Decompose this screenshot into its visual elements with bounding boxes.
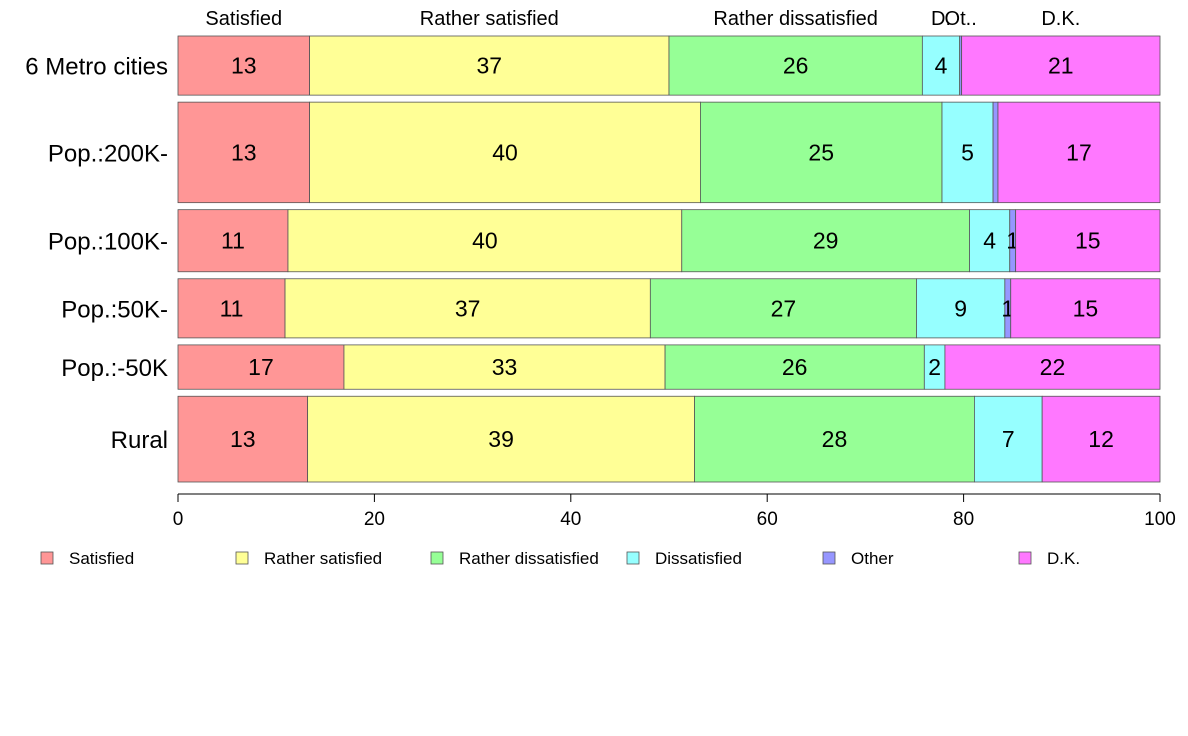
bar-pop-50k-d-k — [944, 344, 1161, 390]
legend-label-d-k: D.K. — [1047, 549, 1080, 568]
data-label-pop-100k-rather-satisfied: 40 — [472, 228, 498, 254]
legend-label-satisfied: Satisfied — [69, 549, 134, 568]
bar-pop-50k-dissatisfied — [916, 278, 1006, 339]
x-tick-label-20: 20 — [364, 509, 385, 530]
data-label-pop-50k-satisfied: 17 — [248, 354, 274, 380]
row-label-pop-200k: Pop.:200K- — [48, 140, 168, 167]
data-label-rural-rather-dissatisfied: 28 — [822, 426, 848, 452]
x-tick-label-40: 40 — [560, 509, 581, 530]
x-tick-label-0: 0 — [173, 509, 184, 530]
legend-label-rather-dissatisfied: Rather dissatisfied — [459, 549, 599, 568]
data-label-pop-200k-rather-dissatisfied: 25 — [808, 139, 834, 165]
bar-pop-100k-rather-satisfied — [287, 209, 683, 273]
bar-rural-satisfied — [177, 395, 309, 483]
x-tick-label-60: 60 — [757, 509, 778, 530]
data-label-6-metro-cities-rather-satisfied: 37 — [476, 53, 502, 79]
bar-pop-50k-rather-satisfied — [343, 344, 666, 390]
legend-label-rather-satisfied: Rather satisfied — [264, 549, 382, 568]
row-label-pop-100k: Pop.:100K- — [48, 229, 168, 256]
legend-swatch-dissatisfied — [626, 551, 640, 565]
data-label-6-metro-cities-dissatisfied: 4 — [935, 53, 948, 79]
x-axis: 0 20 40 60 80 100 — [173, 493, 1176, 530]
bar-pop-200k-satisfied — [177, 101, 310, 204]
data-label-rural-rather-satisfied: 39 — [488, 426, 514, 452]
bar-pop-200k-rather-dissatisfied — [700, 101, 943, 204]
legend-label-dissatisfied: Dissatisfied — [655, 549, 742, 568]
bar-pop-50k-rather-dissatisfied — [664, 344, 925, 390]
column-label-rather-dissatisfied: Rather dissatisfied — [713, 8, 878, 30]
row-label-pop-50k: Pop.:-50K — [61, 355, 168, 382]
row-label-rural: Rural — [111, 427, 168, 454]
data-label-pop-50k-rather-dissatisfied: 26 — [782, 354, 808, 380]
bar-rural-rather-satisfied — [307, 395, 695, 483]
bar-pop-100k-satisfied — [177, 209, 289, 273]
bar-6-metro-cities-rather-satisfied — [309, 35, 670, 96]
legend-swatch-satisfied — [40, 551, 54, 565]
row-label-6-metro-cities: 6 Metro cities — [25, 54, 168, 81]
data-label-pop-100k-satisfied: 11 — [221, 228, 245, 254]
data-label-pop-100k-dissatisfied: 4 — [983, 228, 996, 254]
data-label-pop-200k-d-k: 17 — [1066, 139, 1092, 165]
x-tick-label-100: 100 — [1144, 509, 1176, 530]
data-label-pop-100k-d-k: 15 — [1075, 228, 1101, 254]
data-label-pop-50k-d-k: 15 — [1073, 295, 1099, 321]
data-label-pop-200k-satisfied: 13 — [231, 139, 257, 165]
column-label-dissatisfied: D. — [931, 8, 951, 30]
column-label-d-k: D.K. — [1041, 8, 1080, 30]
column-label-other: Ot.. — [945, 8, 977, 30]
row-labels: 6 Metro cities Pop.:200K- Pop.:100K- Pop.:5… — [25, 54, 168, 455]
x-tick-label-80: 80 — [953, 509, 974, 530]
data-label-pop-200k-dissatisfied: 5 — [961, 139, 974, 165]
data-label-pop-200k-rather-satisfied: 40 — [492, 139, 518, 165]
bar-pop-50k-satisfied — [177, 344, 345, 390]
bar-pop-200k-d-k — [997, 101, 1161, 204]
legend-swatch-other — [822, 551, 836, 565]
data-label-pop-50k-dissatisfied: 2 — [928, 354, 941, 380]
data-label-pop-50k-rather-satisfied: 33 — [492, 354, 518, 380]
bar-rural-dissatisfied — [974, 395, 1043, 483]
bar-pop-50k-satisfied — [177, 278, 286, 339]
data-label-pop-50k-dissatisfied: 9 — [954, 295, 967, 321]
legend-label-other: Other — [851, 549, 894, 568]
bar-pop-100k-dissatisfied — [969, 209, 1011, 273]
column-labels: Satisfied Rather satisfied Rather dissatis… — [205, 8, 1080, 30]
data-label-rural-satisfied: 13 — [230, 426, 256, 452]
legend-swatch-rather-dissatisfied — [430, 551, 444, 565]
data-label-pop-50k-satisfied: 11 — [220, 295, 244, 321]
bar-pop-200k-other — [992, 101, 999, 204]
data-label-pop-50k-d-k: 22 — [1040, 354, 1066, 380]
legend-swatch-rather-satisfied — [235, 551, 249, 565]
data-label-6-metro-cities-d-k: 21 — [1048, 53, 1074, 79]
data-label-pop-50k-rather-satisfied: 37 — [455, 295, 481, 321]
bar-pop-100k-d-k — [1015, 209, 1161, 273]
legend-swatch-d-k — [1018, 551, 1032, 565]
bar-6-metro-cities-d-k — [961, 35, 1161, 96]
bar-rural-d-k — [1041, 395, 1161, 483]
bar-pop-50k-rather-dissatisfied — [649, 278, 917, 339]
bar-pop-200k-dissatisfied — [941, 101, 994, 204]
data-label-rural-d-k: 12 — [1088, 426, 1114, 452]
data-label-6-metro-cities-rather-dissatisfied: 26 — [783, 53, 809, 79]
bar-pop-50k-d-k — [1010, 278, 1161, 339]
data-label-6-metro-cities-satisfied: 13 — [231, 53, 257, 79]
data-label-pop-100k-rather-dissatisfied: 29 — [813, 228, 839, 254]
bar-pop-50k-rather-satisfied — [284, 278, 651, 339]
bar-pop-100k-rather-dissatisfied — [681, 209, 970, 273]
data-label-pop-50k-rather-dissatisfied: 27 — [771, 295, 797, 321]
row-label-pop-50k: Pop.:50K- — [61, 296, 168, 323]
legend: Satisfied Rather satisfied Rather dissatis… — [40, 549, 1080, 568]
column-label-rather-satisfied: Rather satisfied — [420, 8, 559, 30]
column-label-satisfied: Satisfied — [205, 8, 282, 30]
bar-pop-200k-rather-satisfied — [309, 101, 701, 204]
data-label-rural-dissatisfied: 7 — [1002, 426, 1015, 452]
